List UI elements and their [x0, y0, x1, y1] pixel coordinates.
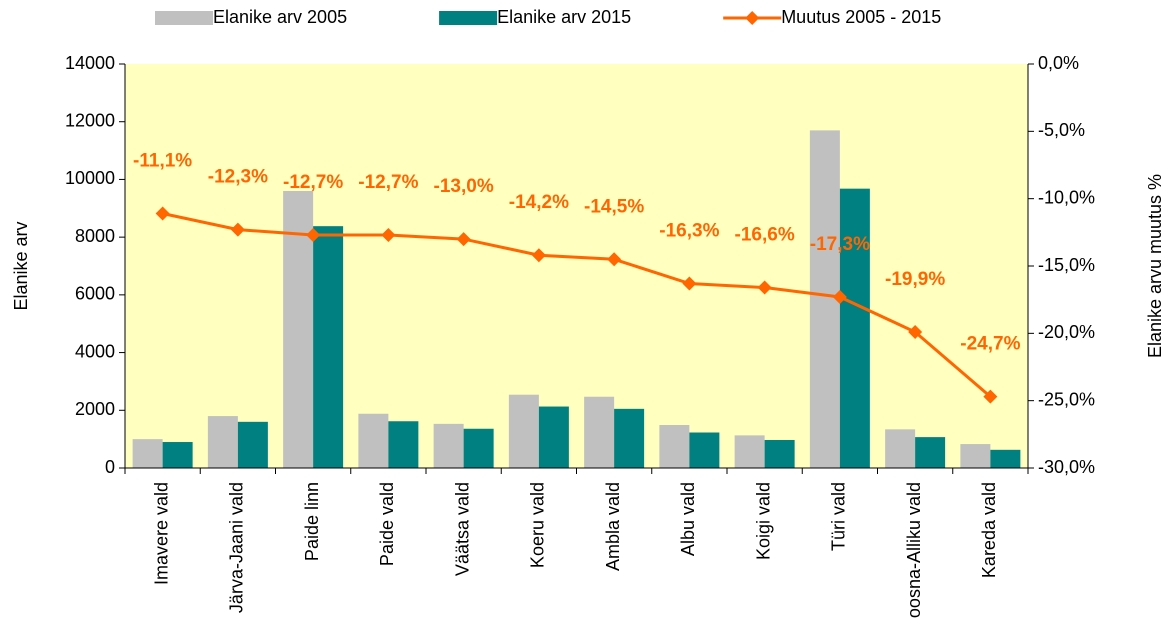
data-label: -13,0% — [434, 176, 494, 197]
bar — [508, 394, 539, 468]
data-label: -12,7% — [358, 172, 418, 193]
bar — [237, 421, 268, 468]
marker — [682, 276, 697, 291]
x-tick-label: Koeru vald — [528, 482, 548, 568]
x-tick-label: Roosna-Alliku vald — [904, 482, 924, 619]
x-tick-label: Kareda vald — [979, 482, 999, 578]
x-tick-label: Koigi vald — [753, 482, 773, 560]
y-tick-label: 2000 — [75, 399, 115, 419]
bar — [885, 429, 916, 468]
legend-label: Elanike arv 2005 — [213, 7, 347, 27]
bar — [388, 421, 419, 468]
legend-label: Muutus 2005 - 2015 — [781, 7, 941, 27]
marker — [832, 289, 847, 304]
y2-axis-title: Elanike arvu muutus % — [1145, 174, 1165, 358]
marker — [757, 280, 772, 295]
y-tick-label: 14000 — [65, 53, 115, 73]
x-tick-label: Albu vald — [678, 482, 698, 556]
x-tick-label: Imavere vald — [151, 482, 171, 585]
line — [162, 212, 992, 398]
bar — [207, 416, 238, 468]
bar — [313, 226, 344, 468]
y2-tick-label: -10,0% — [1038, 187, 1095, 207]
bar — [915, 437, 946, 468]
data-label: -11,1% — [133, 150, 192, 171]
data-label: -24,7% — [960, 334, 1020, 355]
bar — [463, 428, 494, 468]
y2-tick-label: -25,0% — [1038, 389, 1095, 409]
y-tick-label: 10000 — [65, 168, 115, 188]
marker — [230, 222, 245, 237]
bar — [839, 188, 870, 469]
y2-tick-label: -5,0% — [1038, 120, 1085, 140]
data-label: -16,6% — [735, 225, 795, 246]
x-tick-label: Paide vald — [377, 482, 397, 566]
bar — [538, 406, 569, 468]
data-label: -17,3% — [810, 234, 870, 255]
marker — [908, 324, 923, 339]
y2-tick-label: -20,0% — [1038, 322, 1095, 342]
bar — [132, 439, 163, 468]
x-tick-label: Ambla vald — [603, 482, 623, 571]
bar — [162, 442, 193, 468]
data-label: -19,9% — [885, 269, 945, 290]
bar — [659, 425, 690, 468]
legend-swatch — [155, 11, 213, 25]
marker — [155, 206, 170, 221]
bar — [734, 435, 765, 468]
bar — [764, 440, 795, 468]
legend-swatch — [439, 11, 498, 25]
bar — [358, 413, 389, 468]
plot-area — [125, 64, 1028, 468]
marker — [306, 228, 321, 243]
marker — [531, 248, 546, 263]
marker — [983, 389, 998, 404]
y-tick-label: 12000 — [65, 110, 115, 130]
legend-label: Elanike arv 2015 — [497, 7, 631, 27]
marker — [381, 228, 396, 243]
y-tick-label: 6000 — [75, 284, 115, 304]
bar — [960, 444, 991, 468]
data-label: -12,3% — [208, 167, 268, 188]
bar — [990, 449, 1021, 468]
bar — [614, 408, 645, 468]
y2-tick-label: 0,0% — [1038, 53, 1079, 73]
x-tick-label: Paide linn — [302, 482, 322, 561]
bar — [433, 423, 464, 468]
legend-marker — [745, 11, 760, 25]
y2-tick-label: -15,0% — [1038, 255, 1095, 275]
data-label: -14,5% — [584, 196, 644, 217]
y-axis-title: Elanike arv — [11, 221, 31, 310]
bar — [809, 130, 840, 468]
x-tick-label: Väätsa vald — [452, 482, 472, 576]
y2-tick-label: -30,0% — [1038, 457, 1095, 477]
bar — [283, 190, 314, 468]
data-label: -14,2% — [509, 192, 569, 213]
y-tick-label: 4000 — [75, 341, 115, 361]
x-tick-label: Järva-Jaani vald — [227, 482, 247, 613]
marker — [456, 232, 471, 247]
bar — [689, 432, 720, 468]
x-tick-label: Türi vald — [829, 482, 849, 551]
y-tick-label: 0 — [105, 457, 115, 477]
data-label: -12,7% — [283, 172, 343, 193]
y-tick-label: 8000 — [75, 226, 115, 246]
marker — [607, 252, 622, 267]
data-label: -16,3% — [659, 221, 719, 242]
bar — [584, 396, 615, 468]
